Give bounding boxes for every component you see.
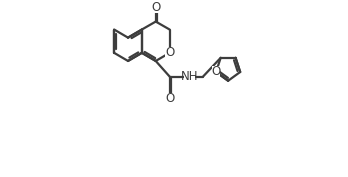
FancyBboxPatch shape — [165, 47, 174, 59]
FancyBboxPatch shape — [212, 67, 220, 78]
Text: O: O — [212, 65, 221, 78]
Text: NH: NH — [181, 70, 198, 83]
FancyBboxPatch shape — [165, 93, 174, 104]
Text: O: O — [165, 92, 174, 105]
FancyBboxPatch shape — [151, 2, 160, 13]
Text: O: O — [151, 1, 160, 14]
FancyBboxPatch shape — [184, 71, 195, 82]
Text: O: O — [165, 46, 174, 59]
